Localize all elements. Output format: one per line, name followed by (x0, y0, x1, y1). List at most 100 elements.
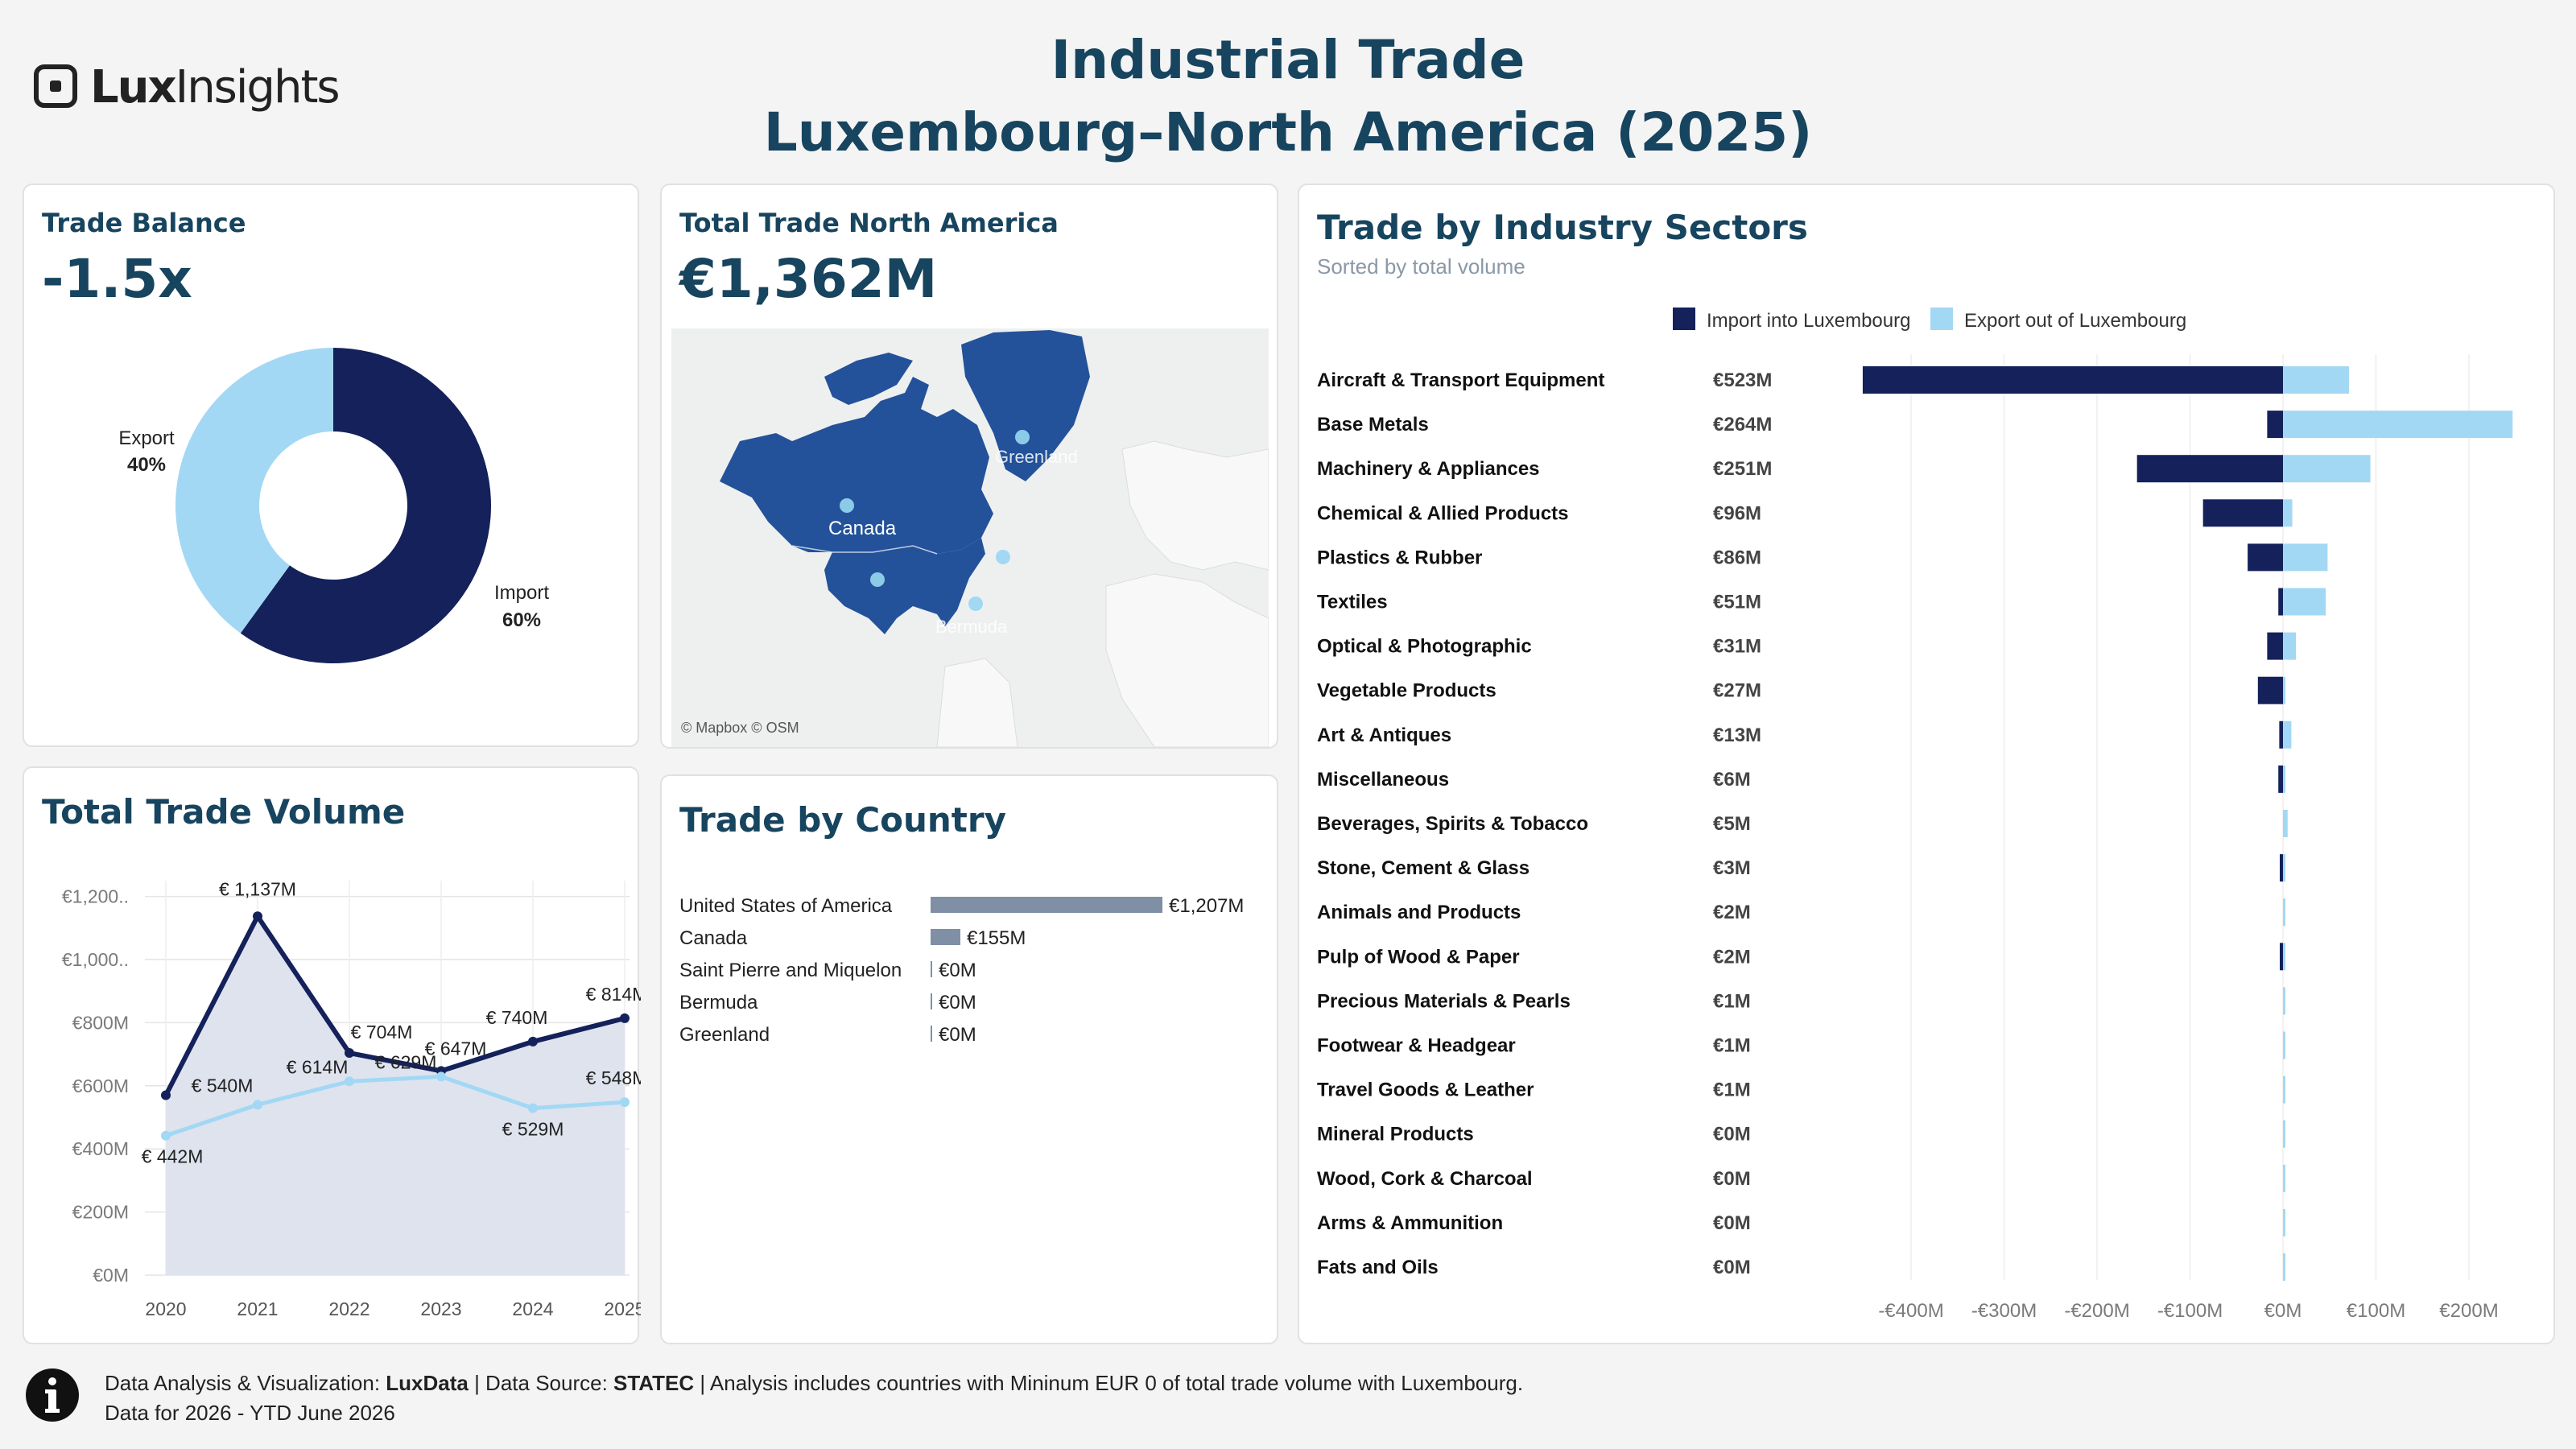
import-bar[interactable] (2136, 455, 2283, 483)
import-bar[interactable] (2267, 411, 2283, 439)
import-bar[interactable] (2257, 676, 2283, 704)
export-bar[interactable] (2283, 632, 2297, 660)
data-point[interactable] (161, 1130, 171, 1141)
country-bar[interactable] (931, 961, 932, 977)
export-bar[interactable] (2283, 1120, 2285, 1148)
data-point[interactable] (253, 911, 262, 922)
usa-marker[interactable] (870, 572, 885, 587)
import-bar[interactable] (2279, 720, 2283, 749)
volume-chart-title: Total Trade Volume (42, 792, 406, 832)
country-bar[interactable] (931, 1026, 932, 1042)
sector-total-label: €2M (1713, 902, 1751, 923)
export-bar[interactable] (2283, 676, 2285, 704)
import-bar[interactable] (2267, 632, 2283, 660)
total-trade-na-kpi: €1,362M (679, 248, 938, 310)
donut-slice-export[interactable] (175, 348, 333, 634)
north-america-map[interactable]: Canada Greenland Bermuda © Mapbox © OSM (671, 328, 1269, 747)
sector-total-label: €251M (1713, 458, 1772, 480)
import-bar[interactable] (2202, 499, 2283, 527)
import-bar[interactable] (2280, 854, 2283, 882)
sector-total-label: €0M (1713, 1257, 1751, 1278)
logo: LuxInsights (32, 61, 341, 114)
country-bar[interactable] (931, 929, 960, 945)
import-bar[interactable] (1862, 366, 2283, 394)
export-bar[interactable] (2283, 943, 2285, 971)
donut-slice-import[interactable] (240, 348, 491, 664)
export-bar[interactable] (2283, 854, 2285, 882)
data-point[interactable] (253, 1100, 262, 1110)
import-bar[interactable] (2278, 765, 2283, 793)
x-tick-label: 2020 (145, 1298, 186, 1319)
map-label-greenland: Greenland (995, 447, 1078, 467)
data-point[interactable] (161, 1090, 171, 1100)
import-bar[interactable] (2280, 943, 2283, 971)
saint-pierre-marker[interactable] (996, 550, 1010, 564)
export-bar[interactable] (2283, 898, 2285, 927)
x-tick-label: -€300M (1971, 1300, 2037, 1322)
export-bar[interactable] (2283, 1164, 2285, 1192)
export-bar[interactable] (2283, 366, 2350, 394)
export-bar[interactable] (2283, 1031, 2285, 1059)
greenland-marker[interactable] (1015, 430, 1030, 444)
data-label: € 614M (287, 1056, 349, 1077)
info-icon[interactable] (24, 1367, 80, 1423)
usa-shape (824, 538, 985, 634)
x-tick-label: 2025 (604, 1298, 641, 1319)
export-bar[interactable] (2283, 810, 2288, 837)
export-bar[interactable] (2283, 543, 2328, 572)
export-bar[interactable] (2283, 765, 2285, 793)
sector-label: Miscellaneous (1317, 769, 1449, 791)
sector-total-label: €0M (1713, 1212, 1751, 1234)
data-point[interactable] (436, 1071, 446, 1082)
sector-label: Vegetable Products (1317, 680, 1496, 702)
data-point[interactable] (620, 1013, 630, 1023)
sector-total-label: €13M (1713, 724, 1761, 746)
data-label: € 647M (425, 1038, 487, 1059)
country-bar[interactable] (931, 897, 1162, 913)
country-label: Greenland (679, 1024, 770, 1046)
export-pct: 40% (127, 454, 166, 476)
x-tick-label: 2024 (512, 1298, 553, 1319)
data-label: € 540M (192, 1075, 254, 1096)
import-bar[interactable] (2248, 543, 2283, 572)
sector-total-label: €0M (1713, 1168, 1751, 1190)
x-tick-label: -€100M (2157, 1300, 2223, 1322)
x-tick-label: 2023 (420, 1298, 461, 1319)
logo-icon (34, 64, 77, 108)
sector-label: Machinery & Appliances (1317, 458, 1540, 480)
canada-marker[interactable] (840, 498, 854, 513)
data-point[interactable] (345, 1076, 354, 1087)
data-point[interactable] (528, 1103, 538, 1113)
y-tick-label: €800M (72, 1012, 129, 1033)
series-line-0 (163, 911, 625, 1096)
sector-chart-subtitle: Sorted by total volume (1317, 254, 1525, 279)
sector-label: Stone, Cement & Glass (1317, 857, 1530, 879)
export-bar[interactable] (2283, 1075, 2285, 1104)
import-bar[interactable] (2278, 588, 2283, 616)
data-point[interactable] (620, 1097, 630, 1108)
bermuda-marker[interactable] (968, 597, 983, 611)
import-pct: 60% (502, 609, 541, 631)
country-value-label: €1,207M (1169, 895, 1244, 917)
export-bar[interactable] (2283, 720, 2292, 749)
export-bar[interactable] (2283, 588, 2326, 616)
data-point[interactable] (345, 1048, 354, 1059)
sector-label: Optical & Photographic (1317, 636, 1532, 658)
data-point[interactable] (528, 1036, 538, 1046)
export-bar[interactable] (2283, 987, 2285, 1015)
sector-label: Art & Antiques (1317, 724, 1451, 746)
country-value-label: €0M (939, 1024, 976, 1046)
country-value-label: €0M (939, 992, 976, 1013)
export-bar[interactable] (2283, 499, 2293, 527)
export-bar[interactable] (2283, 1253, 2285, 1281)
export-bar[interactable] (2283, 455, 2371, 483)
export-bar[interactable] (2283, 1208, 2285, 1236)
page-title: Industrial Trade Luxembourg–North Americ… (724, 24, 1852, 169)
country-bar[interactable] (931, 993, 932, 1009)
data-label: € 529M (502, 1119, 564, 1140)
sector-total-label: €86M (1713, 547, 1761, 568)
series-line-1 (165, 1074, 625, 1138)
legend-export-swatch (1930, 308, 1953, 330)
export-bar[interactable] (2283, 411, 2513, 439)
sector-total-label: €1M (1713, 1080, 1751, 1101)
